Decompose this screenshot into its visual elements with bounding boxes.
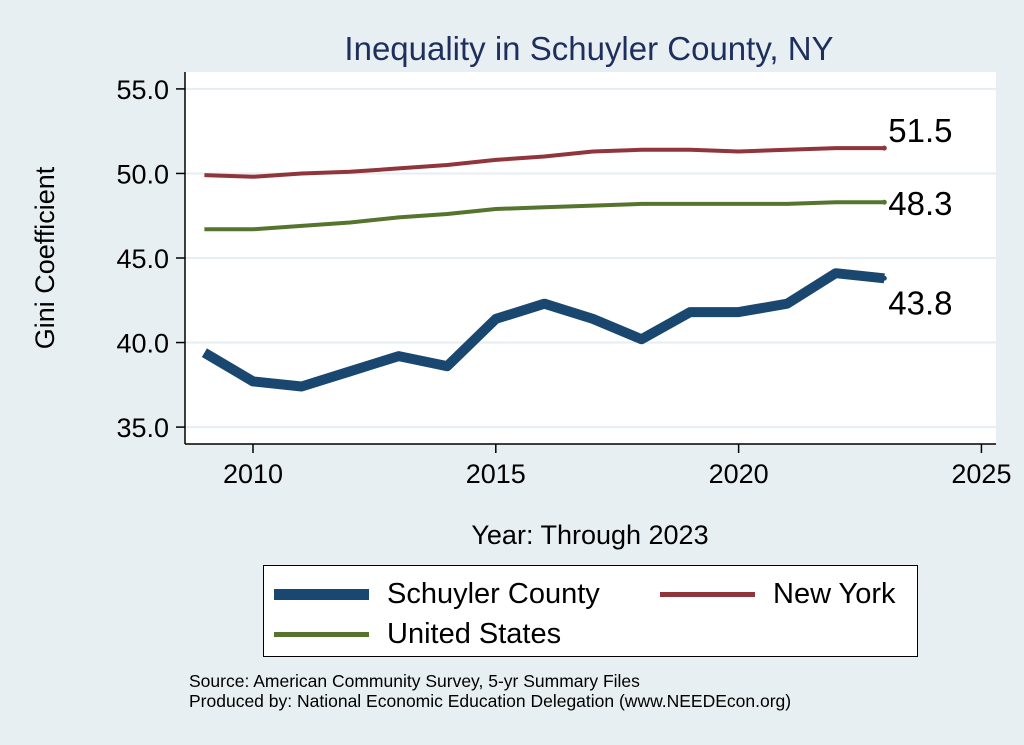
end-point [881, 199, 887, 205]
produced-by-line: Produced by: National Economic Education… [189, 691, 792, 711]
axes: 35.0 40.0 45.0 50.0 55.0 2010 2015 2020 2025 [116, 72, 1011, 489]
legend-item-new-york: New York [660, 578, 896, 611]
legend-swatch-united-states [274, 632, 369, 637]
legend-label-schuyler: Schuyler County [387, 578, 600, 610]
y-axis-label: Gini Coefficient [30, 166, 60, 349]
source-note: Source: American Community Survey, 5-yr … [189, 671, 791, 711]
x-tick-label: 2020 [709, 459, 769, 489]
legend-item-united-states: United States [274, 618, 561, 651]
series-lines [201, 145, 887, 392]
end-label: 43.8 [888, 284, 952, 321]
legend-swatch-new-york [660, 592, 755, 597]
x-tick-label: 2025 [951, 459, 1011, 489]
x-tick-label: 2015 [466, 459, 526, 489]
y-tick-label: 35.0 [116, 413, 169, 443]
y-tick-label: 45.0 [116, 244, 169, 274]
end-point [881, 275, 887, 281]
legend-label-united-states: United States [387, 618, 562, 650]
y-tick-label: 55.0 [116, 75, 169, 105]
series-line-new-york [204, 146, 885, 179]
legend: Schuyler County New York United States [263, 565, 918, 657]
end-label: 51.5 [888, 112, 952, 149]
legend-item-schuyler: Schuyler County [274, 578, 600, 611]
series-line-schuyler-county [201, 268, 885, 392]
source-line: Source: American Community Survey, 5-yr … [189, 671, 640, 691]
legend-swatch-schuyler [274, 589, 369, 600]
end-point [881, 145, 887, 151]
x-axis-label: Year: Through 2023 [471, 520, 708, 550]
series-line-united-states [204, 200, 885, 232]
y-tick-label: 40.0 [116, 329, 169, 359]
chart-title: Inequality in Schuyler County, NY [344, 30, 833, 67]
end-label: 48.3 [888, 185, 952, 222]
chart: 35.0 40.0 45.0 50.0 55.0 2010 2015 2020 2025 51.… [30, 30, 1011, 550]
x-tick-label: 2010 [223, 459, 283, 489]
end-labels: 51.5 48.3 43.8 [888, 112, 952, 321]
legend-label-new-york: New York [773, 578, 896, 610]
y-tick-label: 50.0 [116, 159, 169, 189]
